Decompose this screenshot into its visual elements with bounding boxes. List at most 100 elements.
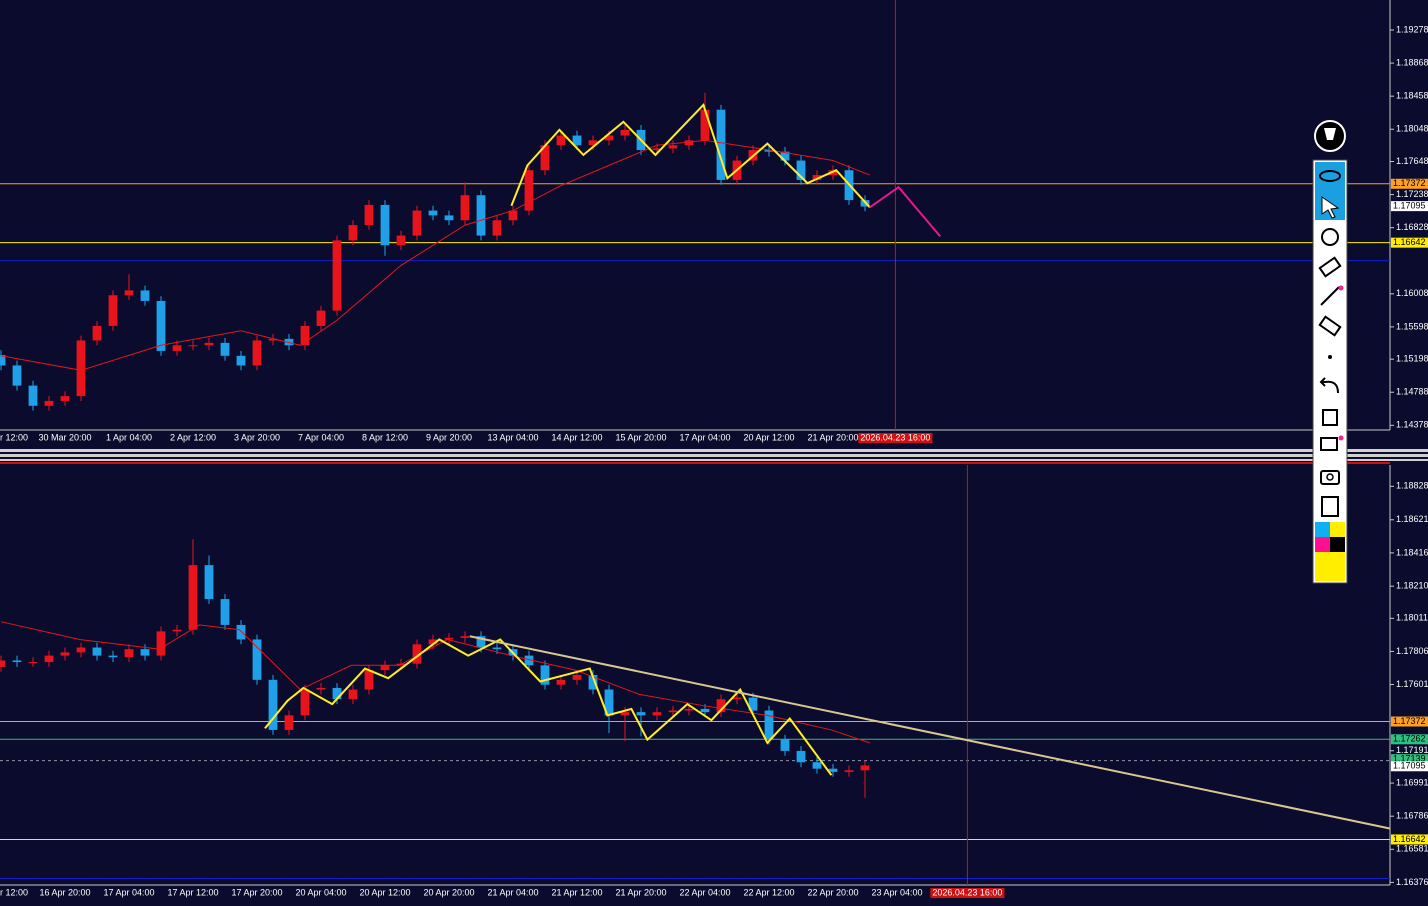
candle-body — [140, 649, 150, 656]
candle-body — [636, 712, 646, 716]
x-tick-label: 17 Apr 20:00 — [231, 887, 282, 897]
y-tick-label: 1.14378 — [1396, 420, 1428, 430]
candle-body — [716, 699, 726, 713]
candle-body — [524, 170, 534, 211]
panel-separator[interactable] — [0, 449, 1428, 452]
ruler-tool[interactable] — [1318, 256, 1342, 278]
candle-body — [140, 290, 150, 301]
candle-body — [812, 762, 822, 769]
line-tool[interactable] — [1320, 286, 1340, 306]
candle-body — [300, 325, 310, 346]
clipboard-tool[interactable] — [1321, 496, 1339, 517]
overlay-line — [869, 185, 941, 238]
candle-body — [172, 345, 182, 351]
color-current[interactable] — [1315, 552, 1345, 581]
x-tick-label: 23 Apr 04:00 — [871, 887, 922, 897]
panel-separator — [0, 462, 1390, 464]
candle-body — [252, 340, 262, 366]
candle-body — [60, 652, 70, 656]
time-marker-tag — [930, 888, 1005, 898]
color-magenta[interactable] — [1315, 537, 1330, 552]
candle-body — [460, 636, 470, 638]
camera-tool[interactable] — [1320, 470, 1340, 485]
y-tick-label: 1.18011 — [1396, 613, 1428, 623]
candle-body — [588, 140, 598, 146]
x-tick-label: r 12:00 — [0, 432, 28, 442]
color-yellow[interactable] — [1330, 522, 1345, 537]
candle-body — [780, 151, 790, 161]
price-level-tag — [1391, 237, 1428, 248]
y-tick-label: 1.18458 — [1396, 91, 1428, 101]
y-tick-label: 1.15198 — [1396, 354, 1428, 364]
candle-body — [380, 204, 390, 246]
x-tick-label: 7 Apr 04:00 — [298, 432, 344, 442]
x-tick-label: 20 Apr 04:00 — [295, 887, 346, 897]
y-tick-label: 1.17238 — [1396, 189, 1428, 199]
candle-body — [44, 655, 54, 663]
price-level-tag — [1391, 834, 1428, 845]
candle-body — [604, 689, 614, 716]
tool-indicator — [1338, 435, 1344, 441]
x-tick-label: 17 Apr 04:00 — [679, 432, 730, 442]
candle-body — [332, 240, 342, 311]
y-tick-label: 1.18868 — [1396, 57, 1428, 67]
candle-body — [396, 235, 406, 246]
x-tick-label: 30 Mar 20:00 — [38, 432, 91, 442]
candle-body — [652, 148, 662, 151]
panel-separator — [0, 454, 1428, 457]
x-tick-label: 8 Apr 12:00 — [362, 432, 408, 442]
candle-body — [0, 660, 6, 667]
candle-body — [700, 109, 710, 141]
overlay-line — [469, 635, 1391, 830]
candle-body — [124, 649, 134, 658]
candle-body — [76, 647, 86, 653]
y-tick-label: 1.18048 — [1396, 124, 1428, 134]
candle-body — [284, 715, 294, 730]
candle-body — [12, 365, 22, 386]
candle-body — [460, 195, 470, 221]
y-tick-label: 1.18416 — [1396, 547, 1428, 557]
candle-body — [492, 647, 502, 650]
price-level-label: 1.17372 — [1393, 178, 1426, 188]
y-tick-label: 1.16008 — [1396, 288, 1428, 298]
price-level-tag — [1391, 201, 1428, 212]
x-tick-label: 15 Apr 20:00 — [615, 432, 666, 442]
overlay-line — [510, 102, 871, 209]
price-level-label: 1.16642 — [1393, 237, 1426, 247]
candle-body — [844, 770, 854, 772]
crosshair-tool[interactable] — [1321, 228, 1339, 246]
candle-body — [156, 300, 166, 351]
x-tick-label: 21 Apr 20:00 — [807, 432, 858, 442]
overlay-line — [264, 638, 833, 776]
x-tick-label: 22 Apr 04:00 — [679, 887, 730, 897]
candle-body — [92, 325, 102, 341]
candle-body — [604, 135, 614, 141]
eye-tool[interactable] — [1319, 170, 1341, 182]
candle-body — [316, 687, 326, 690]
x-tick-label: 3 Apr 20:00 — [234, 432, 280, 442]
candle-body — [828, 768, 838, 772]
candle-body — [60, 396, 70, 401]
x-tick-label: 21 Apr 04:00 — [487, 887, 538, 897]
candle-body — [108, 655, 118, 658]
color-black[interactable] — [1330, 537, 1345, 552]
time-marker-tag — [858, 433, 933, 443]
candle-body — [652, 712, 662, 716]
y-tick-label: 1.17191 — [1396, 745, 1428, 755]
x-tick-label: 9 Apr 20:00 — [426, 432, 472, 442]
color-cyan[interactable] — [1315, 522, 1330, 537]
candle-body — [764, 150, 774, 152]
cursor-tool[interactable] — [1321, 196, 1340, 219]
x-tick-label: 17 Apr 04:00 — [103, 887, 154, 897]
y-tick-label: 1.18828 — [1396, 481, 1428, 491]
candle-body — [540, 665, 550, 685]
candle-body — [668, 145, 678, 149]
screen-tool[interactable] — [1320, 437, 1338, 451]
eraser-tool[interactable] — [1318, 315, 1342, 337]
candle-body — [572, 135, 582, 146]
undo-tool[interactable] — [1319, 377, 1339, 394]
candle-body — [268, 679, 278, 730]
candle-body — [508, 210, 518, 221]
dot-tool[interactable] — [1328, 355, 1332, 359]
delete-tool[interactable] — [1322, 409, 1338, 426]
